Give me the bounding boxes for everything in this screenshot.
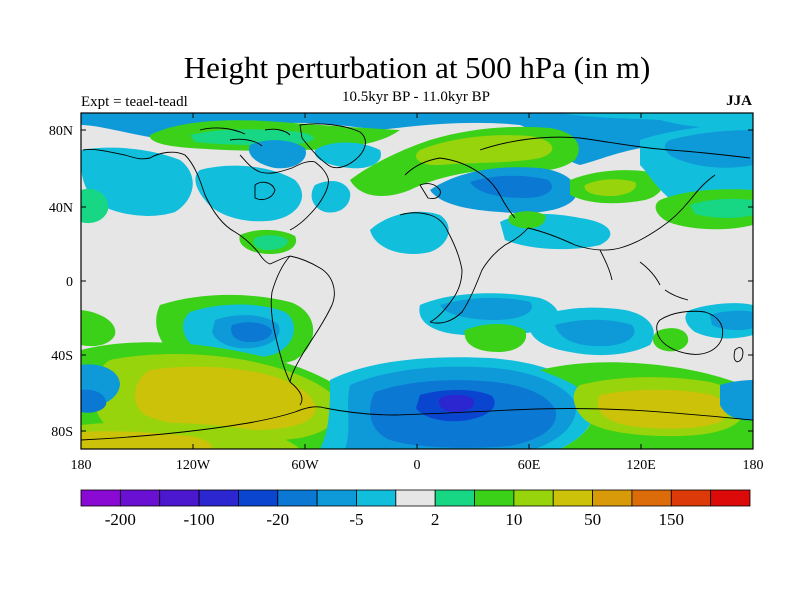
season-label: JJA <box>726 93 752 109</box>
contour-pos-spacific-olive <box>134 366 316 430</box>
colorbar-label: 10 <box>505 510 522 529</box>
colorbar-swatch <box>670 489 712 507</box>
contour-neg-westafrica <box>370 211 449 254</box>
contour-neg-indian-mid <box>555 319 635 347</box>
coastlines <box>81 123 753 441</box>
colorbar-swatch <box>159 489 200 507</box>
coastline-antarctica <box>81 406 753 441</box>
colorbar-swatch <box>119 489 161 507</box>
colorbar-swatch <box>513 489 554 507</box>
coastline-west-samerica <box>270 255 291 383</box>
coastline-west-africa <box>399 212 463 323</box>
axis-ticks: 80N 40N 0 40S 80S 180 120W 60W 0 60E 120E 180 <box>49 113 764 473</box>
colorbar-label: 2 <box>431 510 440 529</box>
colorbar-swatch <box>474 489 515 507</box>
coastline-arctic-islands <box>199 127 291 147</box>
contour-pos-swpacific <box>81 310 116 347</box>
contour-neg-eurasia-deep <box>470 175 552 198</box>
lon-tick-label: 0 <box>414 458 421 473</box>
colorbar-swatch <box>316 489 357 507</box>
coastline-east-namerica <box>239 154 329 231</box>
contour-pos-centralasia-yg <box>584 179 636 196</box>
contour-neg-sepacific-deep <box>231 322 272 342</box>
coastline-north-asia <box>479 136 751 159</box>
coastline-south-asia <box>527 174 716 251</box>
contour-pos-europe-yg <box>416 135 553 166</box>
coastline-east-samerica <box>289 255 335 383</box>
lon-tick-label: 60W <box>291 458 319 473</box>
coastline-hudson <box>254 181 276 201</box>
figure-title: Height perturbation at 500 hPa (in m) <box>183 50 651 85</box>
contour-neg-se-right <box>720 380 753 421</box>
colorbar-swatch <box>552 489 593 507</box>
colorbar-swatch <box>80 489 121 507</box>
colorbar-swatch <box>277 489 318 507</box>
lat-tick-label: 0 <box>66 275 73 290</box>
coastline-west-namerica <box>82 149 291 265</box>
contour-neg-npacific-mid <box>664 130 753 168</box>
contour-neg-sohem-core <box>438 394 475 412</box>
coastline-antarctic-peninsula <box>289 381 303 406</box>
coastline-nz <box>733 347 744 363</box>
coastline-indonesia <box>639 261 689 301</box>
lon-tick-label: 180 <box>71 458 92 473</box>
contour-pos-wpacific-light <box>690 198 753 218</box>
contour-neg-arctic-light <box>81 113 753 128</box>
colorbar-label: 50 <box>584 510 601 529</box>
colorbar-label: -20 <box>266 510 289 529</box>
contour-neg-greenland <box>248 140 306 169</box>
figure-subtitle: 10.5kyr BP - 11.0kyr BP <box>341 89 491 105</box>
contour-pos-wpac-south <box>652 328 689 352</box>
contour-pos-dateline <box>81 188 109 224</box>
colorbar-label: -5 <box>349 510 363 529</box>
coastline-east-africa <box>429 227 529 324</box>
contour-neg-nepacific <box>81 147 193 216</box>
coastline-britain <box>419 183 441 199</box>
lat-tick-label: 80N <box>49 124 73 139</box>
lat-tick-label: 40N <box>49 201 73 216</box>
contour-pos-safrica <box>464 324 527 352</box>
colorbar-swatch <box>434 489 475 507</box>
contour-neg-namerica <box>195 165 303 222</box>
coastline-australia <box>656 310 724 355</box>
contour-pos-sindian-olive <box>597 389 728 429</box>
contour-neg-natl-small <box>311 180 351 213</box>
lon-tick-label: 180 <box>743 458 764 473</box>
contour-neg-satlantic-mid <box>440 297 532 320</box>
contour-neg-dateline-s-deep <box>81 389 107 413</box>
colorbar-label: -200 <box>105 510 136 529</box>
height-perturbation-field <box>81 113 753 449</box>
colorbar-swatch <box>356 489 397 507</box>
contour-pos-caribbean-light <box>253 235 288 250</box>
colorbar: -200 -100 -20 -5 2 10 50 150 <box>80 489 751 529</box>
contour-neg-australia-mid <box>710 310 753 331</box>
lon-tick-label: 120W <box>176 458 211 473</box>
colorbar-swatch <box>631 489 672 507</box>
colorbar-swatch <box>592 489 633 507</box>
colorbar-swatch <box>238 489 279 507</box>
coastline-greenland <box>299 123 366 169</box>
contour-pos-antarctic-w-olive <box>81 431 212 449</box>
colorbar-swatch <box>710 489 751 507</box>
lon-tick-label: 120E <box>626 458 656 473</box>
colorbar-swatch <box>395 489 436 507</box>
lon-tick-label: 60E <box>518 458 541 473</box>
colorbar-swatch <box>198 489 239 507</box>
coastline-europe <box>404 157 516 219</box>
coastline-india <box>599 249 613 281</box>
contour-pos-mideast <box>508 211 546 229</box>
lat-tick-label: 80S <box>51 425 73 440</box>
lat-tick-label: 40S <box>51 349 73 364</box>
experiment-label: Expt = teael-teadl <box>81 94 188 110</box>
colorbar-label: -100 <box>183 510 214 529</box>
colorbar-label: 150 <box>659 510 685 529</box>
